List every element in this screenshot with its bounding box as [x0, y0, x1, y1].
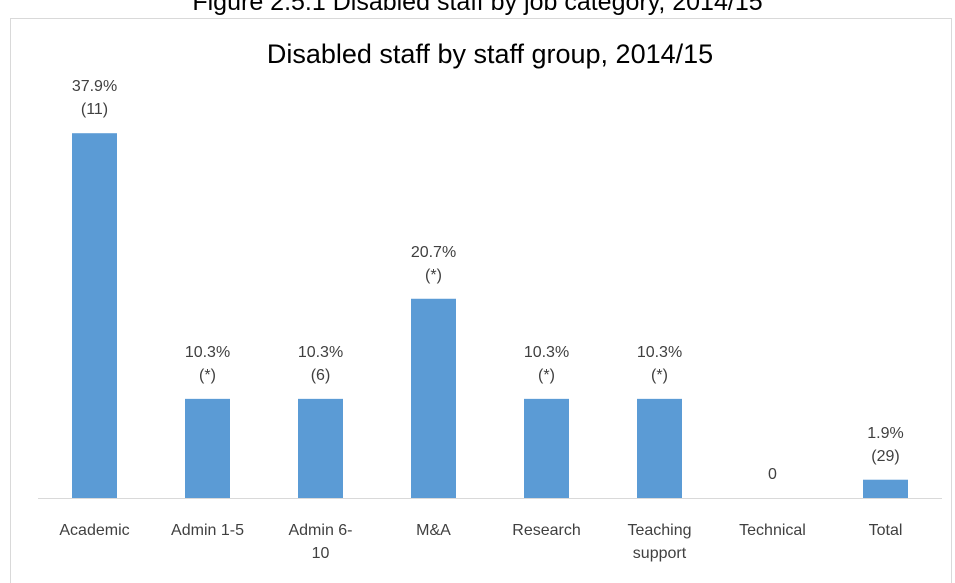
bar	[411, 298, 456, 498]
data-label-count: (*)	[651, 366, 668, 384]
x-tick-label: Total	[868, 522, 903, 539]
data-label: 10.3%	[636, 343, 683, 361]
bar	[524, 398, 569, 498]
data-label: 10.3%	[184, 343, 231, 361]
bar	[72, 133, 117, 498]
data-label-count: (*)	[538, 366, 555, 384]
data-label: 0	[768, 466, 777, 483]
figure-caption: Figure 2.5.1 Disabled staff by job categ…	[192, 0, 763, 16]
data-label: 37.9%	[71, 78, 118, 96]
data-label: 20.7%	[410, 243, 457, 261]
data-label: 10.3%	[297, 343, 344, 361]
bar	[637, 398, 682, 498]
x-tick-label: Teaching support	[627, 522, 692, 562]
data-label-count: (29)	[871, 447, 900, 465]
bar	[863, 479, 908, 498]
x-tick-label: Admin 6- 10	[288, 522, 353, 562]
data-label-count: (*)	[199, 366, 216, 384]
data-label-count: (*)	[425, 266, 442, 284]
data-label: 1.9%	[867, 424, 904, 442]
x-tick-label: Research	[512, 522, 581, 539]
data-label: 10.3%	[523, 343, 570, 361]
bar	[298, 398, 343, 498]
x-tick-label: Technical	[739, 522, 806, 539]
x-tick-label: Academic	[59, 522, 130, 539]
chart-title: Disabled staff by staff group, 2014/15	[267, 39, 713, 69]
data-label-count: (11)	[80, 101, 109, 119]
data-label-count: (6)	[310, 366, 331, 384]
x-tick-label: Admin 1-5	[171, 522, 244, 539]
chart-frame	[10, 18, 952, 583]
x-tick-label: M&A	[416, 522, 451, 539]
bar	[185, 398, 230, 498]
